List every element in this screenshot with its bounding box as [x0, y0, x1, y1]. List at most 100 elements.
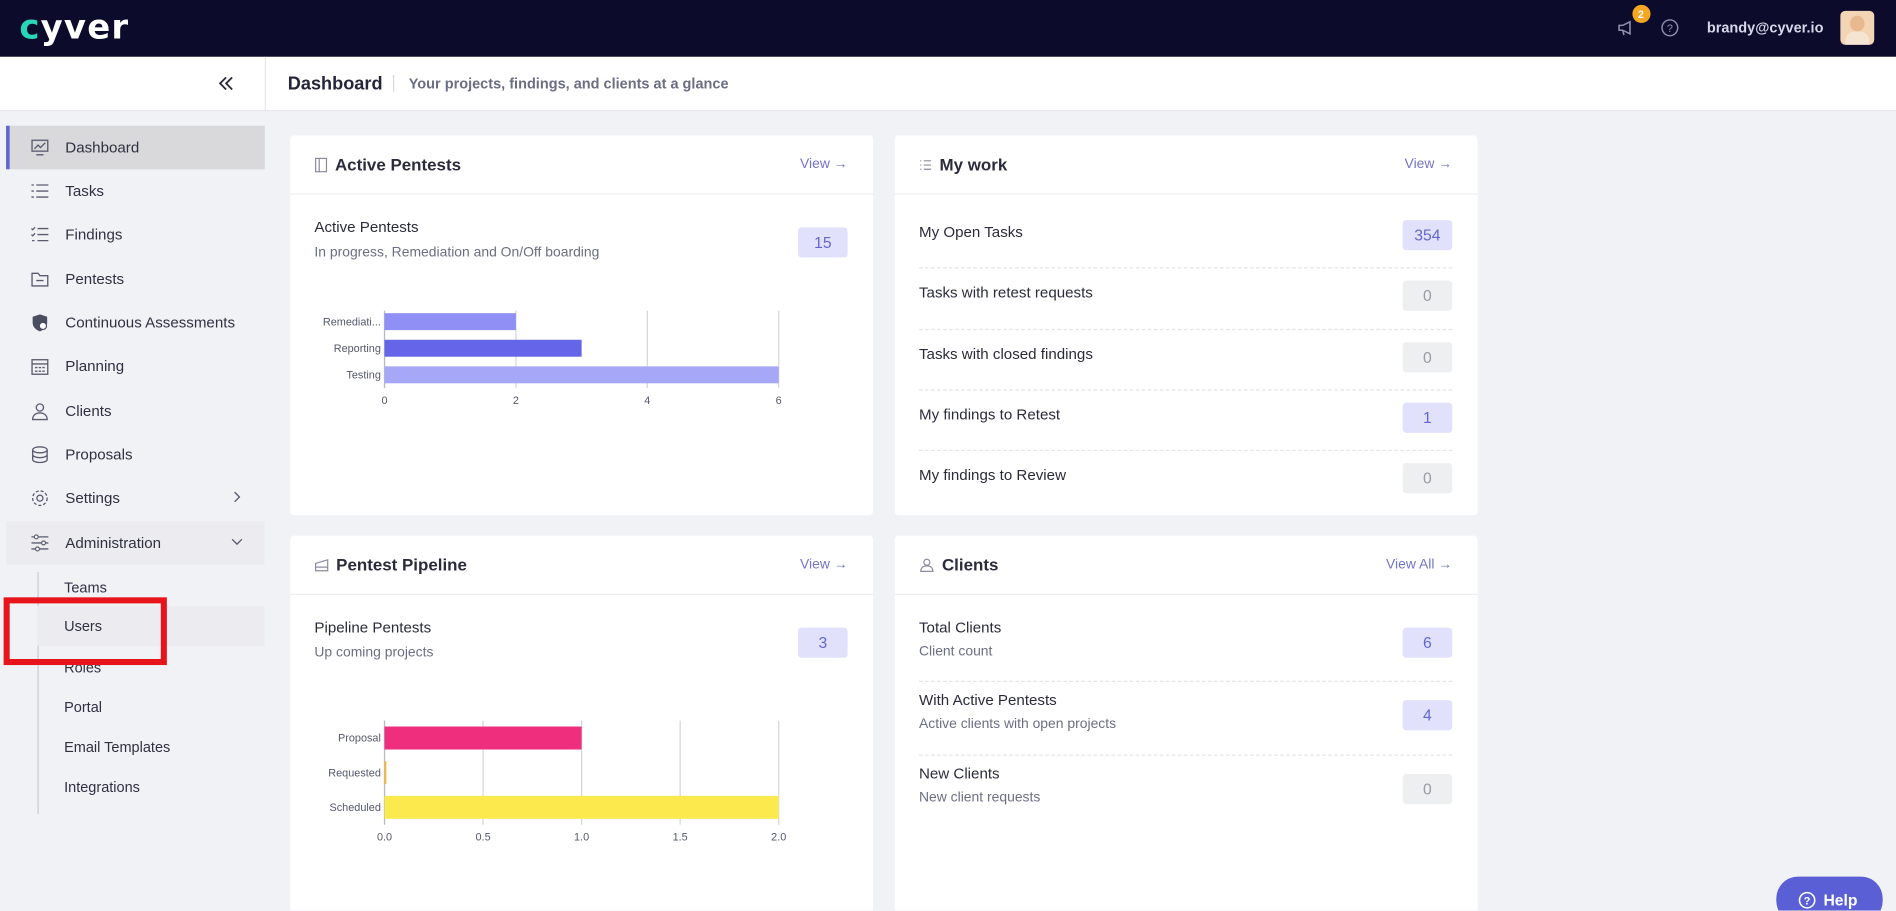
x-tick-label: 1.5 — [673, 831, 688, 843]
sidebar-subitem-integrations[interactable]: Integrations — [64, 778, 140, 796]
help-button-top[interactable]: ? — [1656, 15, 1683, 42]
bar[interactable] — [384, 795, 779, 819]
collapse-sidebar-button[interactable] — [213, 71, 237, 95]
bar[interactable] — [384, 761, 387, 785]
row-label: My findings to Retest — [918, 406, 1061, 424]
pentest-pipeline-card: Pentest Pipeline View → Pipeline Pentest… — [290, 535, 874, 911]
user-email[interactable]: brandy@cyver.io — [1706, 19, 1824, 37]
view-link[interactable]: View → — [799, 157, 848, 172]
row-sublabel: Active clients with open projects — [918, 717, 1117, 732]
y-category-label: Remediati... — [323, 316, 381, 328]
card-title: Pentest Pipeline — [336, 555, 467, 575]
avatar[interactable] — [1840, 10, 1875, 45]
active-pentests-chart: 0246Onboardin...Remediati...ReportingTes… — [323, 310, 782, 407]
sidebar-item-label: Tasks — [65, 182, 104, 200]
sidebar-item-settings[interactable]: Settings — [6, 476, 265, 520]
megaphone-icon — [1617, 20, 1631, 36]
bar[interactable] — [384, 339, 582, 357]
stack-icon — [31, 446, 48, 464]
row-label: With Active Pentests — [918, 692, 1057, 709]
x-tick-label: 6 — [776, 395, 782, 407]
my-work-card: My work View → My Open Tasks 354 Tasks wit… — [894, 135, 1478, 516]
sidebar-item-proposals[interactable]: Proposals — [6, 433, 265, 477]
users-icon — [31, 403, 48, 421]
sidebar-subitem-roles[interactable]: Roles — [64, 658, 102, 676]
bar[interactable] — [384, 366, 779, 384]
bar[interactable] — [384, 726, 582, 750]
chart-monitor-icon — [31, 139, 49, 156]
count-pill: 15 — [798, 227, 848, 258]
question-icon: ? — [1660, 19, 1678, 37]
sidebar-item-label: Findings — [65, 226, 123, 244]
row-label: Tasks with retest requests — [918, 284, 1093, 302]
sidebar-subitem-portal[interactable]: Portal — [64, 698, 103, 716]
row-count-pill: 1 — [1402, 402, 1453, 433]
cyver-logo[interactable]: cyver — [19, 7, 130, 48]
row-label: Total Clients — [918, 619, 1002, 637]
notification-badge: 2 — [1631, 4, 1651, 23]
y-category-label: Testing — [346, 369, 380, 381]
y-category-label: Proposal — [338, 733, 381, 745]
x-tick-label: 0.5 — [476, 831, 491, 843]
row-label: Tasks with closed findings — [918, 345, 1093, 363]
card-title: Clients — [941, 555, 999, 575]
pipeline-icon — [314, 558, 329, 571]
sidebar-item-label: Settings — [65, 489, 120, 507]
card-title: My work — [939, 154, 1008, 175]
sidebar-item-planning[interactable]: Planning — [6, 345, 265, 389]
row-count-pill: 4 — [1402, 700, 1453, 731]
row-sublabel: New client requests — [918, 790, 1041, 805]
shield-icon — [32, 314, 48, 332]
sidebar-item-tasks[interactable]: Tasks — [6, 169, 265, 213]
help-button[interactable]: ? Help — [1776, 876, 1883, 911]
y-category-label: Reporting — [334, 343, 381, 355]
sub-header: Dashboard Your projects, findings, and c… — [0, 56, 1896, 112]
page-title: Dashboard — [287, 73, 383, 95]
sidebar-subitem-teams[interactable]: Teams — [64, 578, 107, 596]
view-link[interactable]: View → — [1404, 157, 1453, 172]
sidebar-item-continuous-assessments[interactable]: Continuous Assessments — [6, 301, 265, 345]
sidebar-item-administration[interactable]: Administration — [6, 521, 265, 565]
sidebar-item-dashboard[interactable]: Dashboard — [6, 125, 265, 170]
row-label: My findings to Review — [918, 466, 1066, 484]
view-all-link[interactable]: View All → — [1386, 557, 1453, 572]
view-link[interactable]: View → — [799, 557, 848, 572]
sidebar-subitem-email-templates[interactable]: Email Templates — [64, 738, 171, 756]
row-count-pill: 0 — [1402, 280, 1453, 312]
sidebar-item-label: Clients — [65, 402, 112, 420]
sidebar-item-label: Dashboard — [65, 139, 140, 156]
x-tick-label: 4 — [644, 395, 650, 407]
sidebar-item-label: Planning — [65, 357, 125, 375]
x-tick-label: 0 — [381, 395, 387, 407]
stat-subtitle: In progress, Remediation and On/Off boar… — [314, 245, 600, 260]
book-icon — [314, 157, 328, 172]
row-count-pill: 6 — [1402, 627, 1453, 658]
list-icon — [31, 184, 49, 198]
svg-text:?: ? — [1666, 23, 1672, 35]
gear-icon — [31, 490, 48, 507]
x-tick-label: 2.0 — [771, 831, 786, 843]
row-count-pill: 354 — [1402, 220, 1453, 251]
x-tick-label: 1.0 — [574, 831, 589, 843]
sidebar-item-label: Continuous Assessments — [65, 314, 236, 332]
list-icon — [920, 159, 932, 170]
pipeline-chart: 0.0 0.5 1.0 1.5 2.0 Proposal Requested Schedule… — [328, 720, 786, 843]
sidebar-subitem-users[interactable]: Users — [37, 605, 265, 646]
sidebar-item-pentests[interactable]: Pentests — [6, 258, 265, 302]
svg-text:?: ? — [1804, 895, 1811, 907]
sidebar-item-label: Pentests — [65, 270, 125, 288]
card-title: Active Pentests — [334, 154, 462, 175]
sidebar-item-clients[interactable]: Clients — [6, 389, 265, 433]
row-sublabel: Client count — [918, 644, 993, 660]
notifications-button[interactable]: 2 — [1613, 4, 1651, 42]
sliders-icon — [31, 534, 49, 552]
question-icon: ? — [1798, 891, 1816, 909]
sidebar-item-findings[interactable]: Findings — [6, 213, 265, 257]
bar[interactable] — [384, 313, 516, 331]
row-label: New Clients — [918, 764, 1000, 782]
calendar-icon — [31, 359, 49, 375]
y-category-label: Requested — [328, 767, 381, 779]
stat-title: Pipeline Pentests — [314, 619, 432, 637]
y-category-label: Scheduled — [329, 802, 380, 814]
row-count-pill: 0 — [1402, 341, 1453, 372]
